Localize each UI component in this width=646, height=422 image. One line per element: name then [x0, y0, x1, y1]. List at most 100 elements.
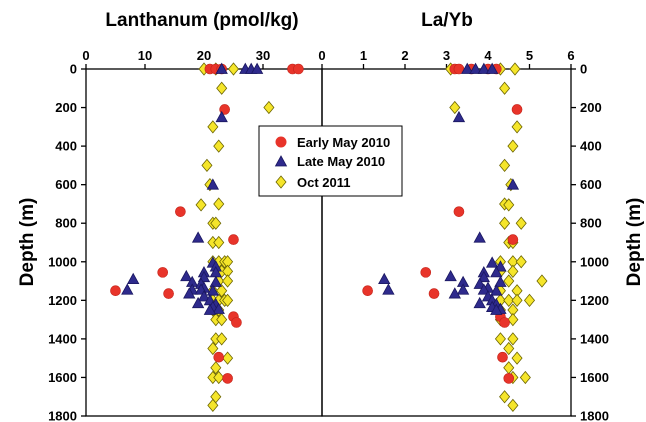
data-point-0-triangle-13	[127, 272, 140, 285]
y-tick-label-1-2: 400	[580, 139, 602, 154]
data-point-1-triangle-19	[456, 283, 470, 295]
data-point-1-triangle-15	[494, 275, 507, 287]
data-point-1-diamond-20	[503, 274, 515, 288]
y-tick-label-1-1: 200	[580, 100, 602, 115]
y-tick-label-1-5: 1000	[580, 254, 609, 269]
data-point-0-triangle-5	[206, 178, 220, 190]
data-point-1-circle-12	[499, 317, 510, 328]
data-point-1-diamond-12	[499, 216, 511, 230]
data-point-0-diamond-39	[213, 370, 225, 385]
data-point-0-circle-12	[231, 317, 242, 328]
data-point-1-diamond-19	[507, 264, 519, 279]
data-point-0-circle-13	[213, 351, 225, 363]
data-point-0-circle-4	[293, 63, 304, 75]
data-point-0-triangle-4	[215, 110, 228, 123]
y-tick-label-0-9: 1800	[48, 409, 77, 422]
data-point-1-diamond-11	[515, 216, 527, 230]
data-point-1-triangle-0	[461, 62, 474, 74]
data-point-0-diamond-37	[210, 361, 222, 375]
x-tick-label-1-5: 5	[526, 48, 533, 63]
legend-label-oct-2011: Oct 2011	[297, 175, 351, 190]
data-point-0-diamond-12	[210, 216, 222, 230]
data-point-0-diamond-3	[216, 81, 228, 95]
x-tick-label-0-1: 10	[138, 48, 152, 63]
y-tick-label-1-8: 1600	[580, 370, 609, 385]
data-point-1-triangle-13	[378, 272, 391, 285]
data-point-0-diamond-28	[222, 293, 234, 307]
y-tick-label-0-8: 1600	[48, 370, 77, 385]
data-point-1-diamond-2	[509, 62, 521, 76]
x-tick-label-1-6: 6	[567, 48, 574, 63]
data-point-1-circle-14	[503, 373, 515, 384]
data-point-1-triangle-3	[485, 62, 499, 74]
data-point-1-diamond-39	[499, 390, 511, 404]
data-point-1-triangle-4	[452, 110, 466, 123]
x-tick-label-0-2: 20	[197, 48, 211, 63]
x-tick-label-1-2: 2	[401, 48, 408, 63]
right-y-axis-label: Depth (m)	[624, 198, 645, 287]
data-point-1-diamond-5	[511, 120, 523, 134]
y-tick-label-1-4: 800	[580, 216, 602, 231]
y-tick-label-0-6: 1200	[48, 293, 77, 308]
data-point-0-triangle-25	[191, 296, 205, 309]
right-plot-frame	[321, 68, 572, 417]
y-tick-label-1-7: 1400	[580, 331, 609, 346]
left-chart-title: Lanthanum (pmol/kg)	[105, 10, 298, 31]
data-point-1-diamond-35	[511, 351, 523, 365]
data-point-1-triangle-5	[506, 178, 520, 190]
data-point-0-triangle-18	[121, 283, 134, 295]
data-point-1-triangle-25	[473, 296, 486, 309]
data-point-0-diamond-22	[222, 274, 234, 288]
ticks-layer: 0 10 20 30020040060080010001200140016001800…	[48, 48, 609, 422]
y-tick-label-1-0: 0	[580, 62, 587, 77]
data-point-1-triangle-2	[477, 62, 491, 74]
data-point-1-triangle-12	[477, 270, 491, 283]
data-point-0-triangle-0	[215, 62, 228, 74]
data-point-0-diamond-10	[195, 198, 207, 212]
x-tick-label-1-0: 0	[318, 48, 325, 63]
data-point-0-diamond-35	[207, 341, 219, 356]
legend-marker-oct-2011	[275, 175, 287, 189]
data-point-0-triangle-11	[180, 269, 193, 282]
data-point-1-diamond-17	[515, 255, 527, 269]
data-point-0-circle-8	[157, 267, 168, 278]
data-point-0-triangle-21	[206, 284, 220, 296]
data-point-0-diamond-36	[222, 351, 234, 365]
data-point-0-diamond-32	[216, 312, 228, 327]
data-point-1-diamond-10	[503, 198, 515, 212]
data-point-0-circle-6	[175, 206, 186, 217]
data-point-1-diamond-38	[519, 370, 531, 385]
data-point-1-triangle-10	[490, 266, 503, 278]
data-point-1-diamond-34	[503, 341, 515, 356]
data-point-1-triangle-20	[477, 283, 491, 295]
y-tick-label-0-0: 0	[70, 62, 77, 77]
data-point-0-diamond-14	[213, 235, 225, 250]
legend-marker-late-may	[274, 155, 288, 167]
data-point-1-triangle-18	[382, 283, 395, 295]
y-tick-label-1-3: 600	[580, 177, 602, 192]
data-point-1-diamond-6	[507, 139, 519, 153]
data-point-1-diamond-31	[507, 312, 519, 327]
data-point-1-circle-7	[507, 234, 519, 245]
data-point-0-diamond-2	[227, 62, 240, 76]
data-point-0-diamond-6	[213, 139, 225, 153]
right-chart-title: La/Yb	[421, 10, 473, 31]
legend: Early May 2010 Late May 2010 Oct 2011	[258, 125, 403, 197]
y-tick-label-1-6: 1200	[580, 293, 609, 308]
data-point-0-triangle-28	[212, 302, 225, 314]
data-point-0-circle-10	[163, 288, 174, 299]
data-point-1-diamond-40	[507, 398, 519, 413]
data-point-1-triangle-22	[448, 287, 461, 299]
data-point-0-diamond-34	[216, 332, 228, 346]
data-point-0-diamond-4	[263, 100, 275, 115]
y-tick-label-0-5: 1000	[48, 254, 77, 269]
data-point-0-diamond-9	[213, 197, 225, 211]
data-point-1-triangle-6	[473, 231, 486, 243]
data-point-1-diamond-32	[494, 332, 506, 346]
legend-label-early-may: Early May 2010	[297, 135, 390, 150]
data-point-0-triangle-22	[183, 287, 196, 299]
data-point-0-diamond-41	[207, 398, 219, 413]
data-point-0-circle-9	[110, 285, 121, 296]
data-point-1-circle-5	[511, 104, 523, 115]
